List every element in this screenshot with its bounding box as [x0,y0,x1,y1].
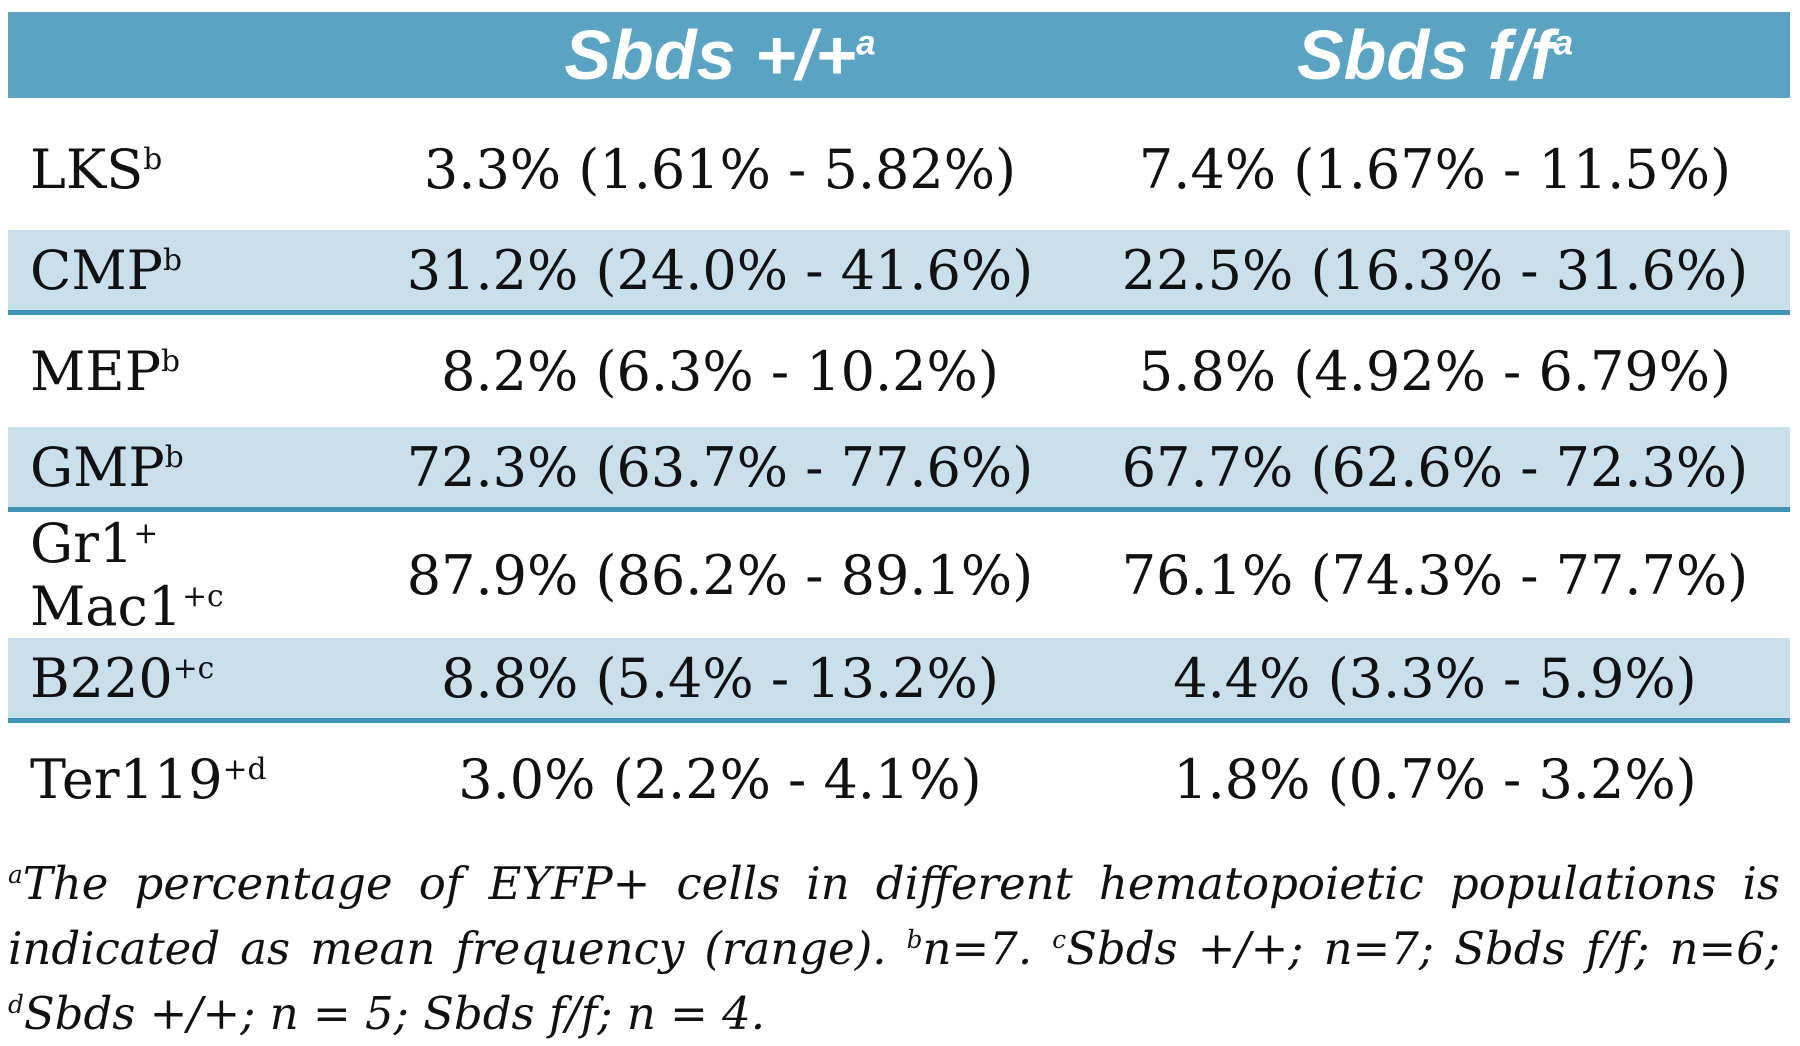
table-row: GMPb 72.3% (63.7% - 77.6%) 67.7% (62.6% - … [8,427,1790,512]
row-label: B220+c [8,638,360,723]
superscript-note: a [856,23,876,63]
superscript-note: b [162,242,182,278]
table-footnote: aThe percentage of EYFP+ cells in differ… [8,857,1780,1040]
superscript-note: +c [172,650,215,686]
cell-value: 87.9% (86.2% - 89.1%) [360,509,1080,638]
row-label: LKSb [8,98,360,230]
superscript-note: c [1052,925,1067,954]
table-header: Sbds +/+a Sbds f/fa [8,12,1790,98]
hematopoietic-populations-table: Sbds +/+a Sbds f/fa LKSb 3.3% (1.61% - 5.… [8,12,1790,835]
cell-value: 4.4% (3.3% - 5.9%) [1080,638,1790,723]
row-label: MEPb [8,312,360,427]
table-row: B220+c 8.8% (5.4% - 13.2%) 4.4% (3.3% - 5.… [8,638,1790,723]
cell-value: 3.3% (1.61% - 5.82%) [360,98,1080,230]
superscript-note: d [8,990,24,1019]
cell-value: 22.5% (16.3% - 31.6%) [1080,230,1790,315]
row-label: Gr1+ Mac1+c [8,509,360,638]
cell-value: 8.8% (5.4% - 13.2%) [360,638,1080,723]
table-row: CMPb 31.2% (24.0% - 41.6%) 22.5% (16.3% - … [8,230,1790,315]
superscript-note: +c [182,579,224,614]
cell-value: 8.2% (6.3% - 10.2%) [360,312,1080,427]
table-row: MEPb 8.2% (6.3% - 10.2%) 5.8% (4.92% - 6.7… [8,312,1790,427]
superscript-note: b [161,343,181,379]
paper-table-figure: Sbds +/+a Sbds f/fa LKSb 3.3% (1.61% - 5.… [0,12,1800,1040]
row-label: Ter119+d [8,720,360,835]
row-label: CMPb [8,230,360,315]
cell-value: 76.1% (74.3% - 77.7%) [1080,509,1790,638]
cell-value: 1.8% (0.7% - 3.2%) [1080,720,1790,835]
cell-value: 31.2% (24.0% - 41.6%) [360,230,1080,315]
superscript-note: a [1553,23,1574,63]
cell-value: 3.0% (2.2% - 4.1%) [360,720,1080,835]
column-header-sbds-wildtype: Sbds +/+a [360,12,1080,98]
table-row: Gr1+ Mac1+c 87.9% (86.2% - 89.1%) 76.1% (7… [8,509,1790,638]
cell-value: 72.3% (63.7% - 77.6%) [360,427,1080,512]
superscript-note: b [143,141,163,177]
header-empty-cell [8,12,360,98]
table-body: LKSb 3.3% (1.61% - 5.82%) 7.4% (1.67% - 11… [8,98,1790,835]
table-row: Ter119+d 3.0% (2.2% - 4.1%) 1.8% (0.7% - 3… [8,720,1790,835]
table-row: LKSb 3.3% (1.61% - 5.82%) 7.4% (1.67% - 11… [8,98,1790,230]
superscript-note: b [906,925,923,954]
superscript-note: +d [222,751,267,787]
superscript-note: b [164,439,184,475]
superscript-note: a [8,860,23,889]
cell-value: 7.4% (1.67% - 11.5%) [1080,98,1790,230]
cell-value: 5.8% (4.92% - 6.79%) [1080,312,1790,427]
column-header-sbds-floxed: Sbds f/fa [1080,12,1790,98]
row-label: GMPb [8,427,360,512]
header-row: Sbds +/+a Sbds f/fa [8,12,1790,98]
cell-value: 67.7% (62.6% - 72.3%) [1080,427,1790,512]
superscript-note: + [133,516,159,551]
